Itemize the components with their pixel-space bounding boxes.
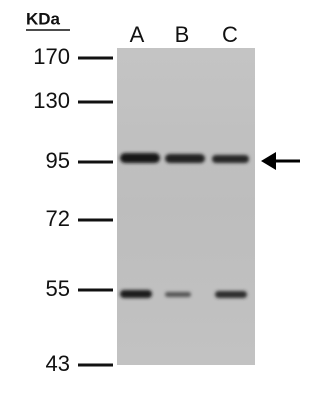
western-blot-figure: KDa 170 130 95 72 55 43 A B C (26, 9, 300, 376)
marker-label: 55 (46, 276, 70, 301)
arrow (261, 152, 300, 170)
band (120, 290, 152, 298)
lane-label: B (175, 22, 190, 47)
marker-label: 170 (33, 44, 70, 69)
band (165, 292, 191, 297)
marker-label: 72 (46, 206, 70, 231)
band (215, 291, 247, 298)
band (212, 155, 249, 163)
marker-label: 130 (33, 88, 70, 113)
band (165, 154, 205, 163)
bands (120, 153, 249, 298)
marker-label: 43 (46, 351, 70, 376)
blot-membrane (117, 48, 255, 365)
lane-label: A (130, 22, 145, 47)
marker-label: 95 (46, 148, 70, 173)
lane-label: C (222, 22, 238, 47)
unit-label: KDa (26, 9, 61, 28)
band (120, 153, 160, 163)
